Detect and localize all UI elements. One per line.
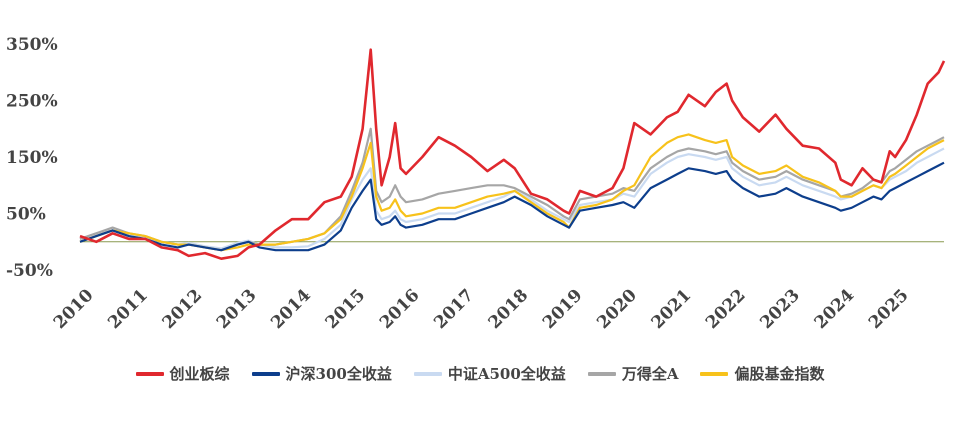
x-tick-label: 2025	[865, 285, 913, 333]
y-tick-label: 350%	[6, 35, 58, 55]
legend: 创业板综 沪深300全收益 中证A500全收益 万得全A 偏股基金指数	[0, 363, 960, 384]
x-tick-label: 2013	[213, 285, 261, 333]
x-tick-label: 2020	[593, 285, 641, 333]
y-tick-label: 50%	[6, 205, 46, 225]
legend-label: 中证A500全收益	[447, 365, 566, 383]
x-tick-label: 2016	[376, 285, 424, 333]
x-tick-label: 2012	[159, 285, 207, 333]
x-tick-label: 2018	[485, 285, 533, 333]
legend-item: 中证A500全收益	[413, 363, 566, 384]
x-tick-label: 2010	[50, 285, 98, 333]
x-tick-label: 2023	[756, 285, 804, 333]
x-tick-label: 2011	[104, 285, 152, 333]
legend-swatch	[135, 371, 164, 376]
series-line-0	[79, 48, 946, 261]
series-line-1	[79, 161, 945, 252]
legend-swatch	[413, 371, 442, 376]
x-axis: 2010 2011 2012 2013 2014 2015 2016 2017 2018 2019…	[50, 285, 913, 333]
legend-label: 创业板综	[169, 365, 230, 383]
legend-item: 万得全A	[587, 363, 679, 384]
x-tick-label: 2021	[648, 285, 696, 333]
legend-label: 偏股基金指数	[734, 365, 825, 383]
legend-label: 万得全A	[621, 365, 679, 383]
legend-item: 偏股基金指数	[700, 363, 824, 384]
legend-item: 沪深300全收益	[251, 363, 392, 384]
y-axis: 350% 250% 150% 50% -50%	[6, 35, 58, 281]
x-tick-label: 2015	[322, 285, 370, 333]
legend-swatch	[700, 371, 729, 376]
x-tick-label: 2022	[702, 285, 750, 333]
y-tick-label: -50%	[6, 261, 53, 281]
legend-label: 沪深300全收益	[285, 365, 392, 383]
x-tick-label: 2014	[267, 285, 315, 333]
x-tick-label: 2017	[430, 285, 478, 333]
x-tick-label: 2019	[539, 285, 587, 333]
y-tick-label: 150%	[6, 148, 58, 168]
legend-item: 创业板综	[135, 363, 230, 384]
legend-swatch	[251, 371, 280, 376]
y-tick-label: 250%	[6, 92, 58, 112]
series-layer	[79, 48, 946, 261]
legend-swatch	[587, 371, 616, 376]
series-line-4	[79, 133, 945, 252]
x-tick-label: 2024	[811, 285, 859, 333]
